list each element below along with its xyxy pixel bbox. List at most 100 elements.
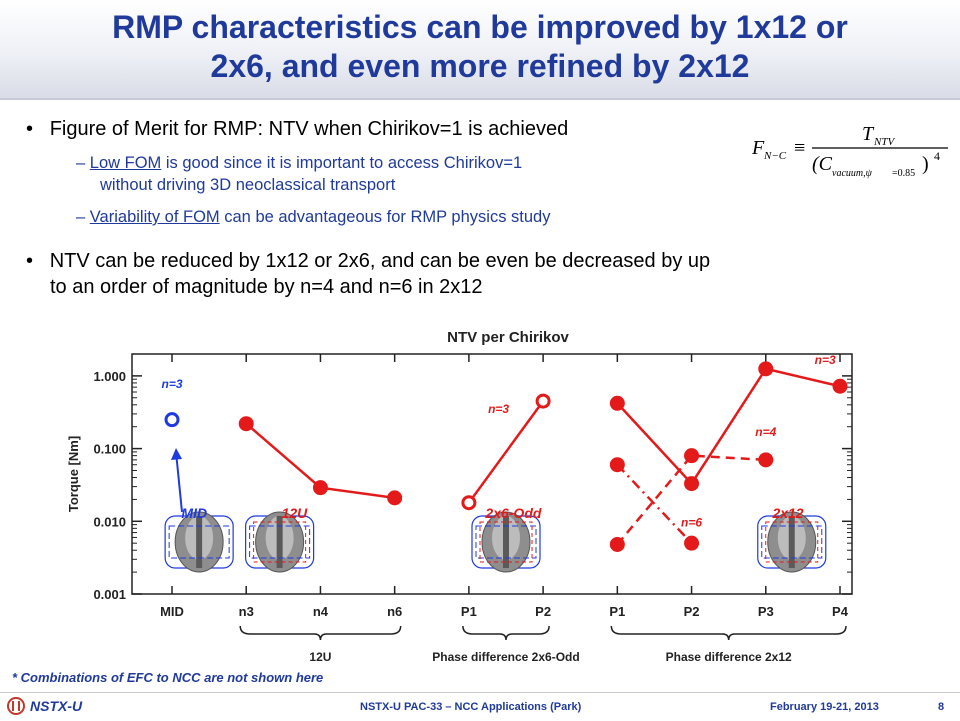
x-tick-label: P1 (461, 604, 477, 619)
center-column (788, 516, 795, 568)
bullet-2: • NTV can be reduced by 1x12 or 2x6, and… (26, 248, 710, 300)
data-point (164, 412, 180, 428)
dash-icon: – (76, 154, 86, 172)
x-tick-label: n6 (387, 604, 402, 619)
series-line-n-4 (616, 454, 766, 546)
group-bracket-label: Phase difference 2x12 (666, 650, 792, 664)
group-bracket (462, 625, 550, 641)
x-tick-label: P3 (758, 604, 774, 619)
sub-bullet-1: – Low FOM is good since it is important … (76, 154, 522, 173)
data-point (312, 480, 328, 496)
data-point (387, 490, 403, 506)
dash-icon: – (76, 208, 86, 226)
config-label: 12U (282, 505, 309, 521)
footer-date: February 19-21, 2013 (770, 701, 879, 713)
group-bracket-label: 12U (309, 650, 331, 664)
title-line-1: RMP characteristics can be improved by 1… (112, 9, 848, 45)
nstx-logo-icon (7, 697, 25, 715)
group-bracket (239, 625, 402, 641)
series-line-2x6-odd (467, 400, 545, 504)
tokamak-coil-icon (164, 511, 234, 573)
sub-2-text: can be advantageous for RMP physics stud… (219, 208, 551, 226)
formula-denominator: (C (812, 153, 833, 175)
footer-logo-text: NSTX-U (30, 698, 83, 714)
coil-ring (249, 525, 311, 559)
sub-bullet-2: – Variability of FOM can be advantageous… (76, 208, 550, 227)
ncc-coil (765, 521, 819, 563)
slide-title: RMP characteristics can be improved by 1… (0, 8, 960, 86)
y-tick-label: 0.100 (93, 442, 126, 457)
coil-ring (168, 525, 230, 559)
data-point (609, 395, 625, 411)
x-tick-label: P1 (609, 604, 625, 619)
page-number: 8 (938, 701, 945, 713)
coil-ring (761, 525, 823, 559)
data-point (758, 452, 774, 468)
sub-bullet-1-line-2: without driving 3D neoclassical transpor… (100, 176, 396, 194)
config-label: MID (181, 505, 207, 521)
title-bar: RMP characteristics can be improved by 1… (0, 0, 960, 100)
tokamak-coil-icon (471, 511, 541, 573)
bullet-dot-icon: • (26, 118, 34, 140)
arrow-head-icon (171, 448, 182, 460)
x-tick-label: P2 (684, 604, 700, 619)
formula-equiv: ≡ (794, 137, 805, 159)
x-tick-label: MID (160, 604, 184, 619)
x-tick-label: P2 (535, 604, 551, 619)
series-line-n-3 (616, 367, 841, 486)
formula-denominator-close: ) (922, 153, 929, 175)
y-tick-label: 0.001 (93, 587, 126, 602)
bullet-2-line-1: NTV can be reduced by 1x12 or 2x6, and c… (49, 250, 711, 272)
data-point (684, 476, 700, 492)
tokamak-coil-icon (757, 511, 827, 573)
footer-center: NSTX-U PAC-33 – NCC Applications (Park) (360, 701, 582, 713)
series-annotation: n=3 (488, 402, 509, 416)
config-label: 2x12 (771, 505, 803, 521)
ntv-chart: NTV per Chirikov Torque [Nm] 0.001 0.010 0… (66, 329, 853, 664)
tokamak-coil-icon (245, 511, 315, 573)
data-point (684, 448, 700, 464)
x-tick-label: n4 (313, 604, 329, 619)
data-point (609, 536, 625, 552)
ncc-coil (253, 521, 307, 563)
data-point (758, 361, 774, 377)
center-column (503, 516, 509, 568)
ncc-coil (479, 521, 533, 563)
chart-title: NTV per Chirikov (447, 329, 569, 346)
fom-formula: F N−C ≡ T NTV (C vacuum,ψ =0.85 ) 4 (751, 123, 948, 179)
bullet-1: • Figure of Merit for RMP: NTV when Chir… (26, 118, 568, 141)
center-column (196, 516, 203, 568)
data-point (535, 393, 551, 409)
formula-numerator: T (862, 123, 875, 145)
formula-numerator-sub: NTV (873, 136, 895, 148)
series-annotation: n=4 (755, 425, 776, 439)
y-tick-label: 1.000 (93, 369, 126, 384)
y-tick-label: 0.010 (93, 514, 126, 529)
sub-2-underlined: Variability of FOM (89, 208, 220, 226)
bullet-dot-icon: • (26, 250, 34, 272)
x-tick-label: n3 (239, 604, 254, 619)
group-bracket (610, 625, 847, 641)
series-line-n-6 (616, 463, 693, 545)
plot-frame (131, 353, 853, 595)
bullet-2-line-2: to an order of magnitude by n=4 and n=6 … (50, 276, 483, 298)
data-point (609, 457, 625, 473)
data-point (238, 416, 254, 432)
formula-lhs-sub: N−C (763, 150, 787, 162)
footnote: * Combinations of EFC to NCC are not sho… (12, 670, 324, 685)
formula-exponent: 4 (934, 149, 940, 163)
center-column (276, 516, 283, 568)
series-annotation: n=6 (681, 515, 702, 529)
formula-lhs: F (751, 137, 765, 159)
series-annotation: n=3 (161, 377, 182, 391)
group-bracket-label: Phase difference 2x6-Odd (432, 650, 579, 664)
bullet-1-text: Figure of Merit for RMP: NTV when Chirik… (49, 118, 569, 140)
title-line-2: 2x6, and even more refined by 2x12 (210, 48, 750, 84)
mid-pointer-arrow (175, 451, 183, 513)
data-point (684, 535, 700, 551)
sub-1-text: is good since it is important to access … (161, 154, 523, 172)
footer: NSTX-U NSTX-U PAC-33 – NCC Applications … (0, 692, 960, 721)
y-axis-label: Torque [Nm] (66, 436, 81, 512)
sub-1-underlined: Low FOM (89, 154, 162, 172)
x-tick-label: P4 (832, 604, 849, 619)
